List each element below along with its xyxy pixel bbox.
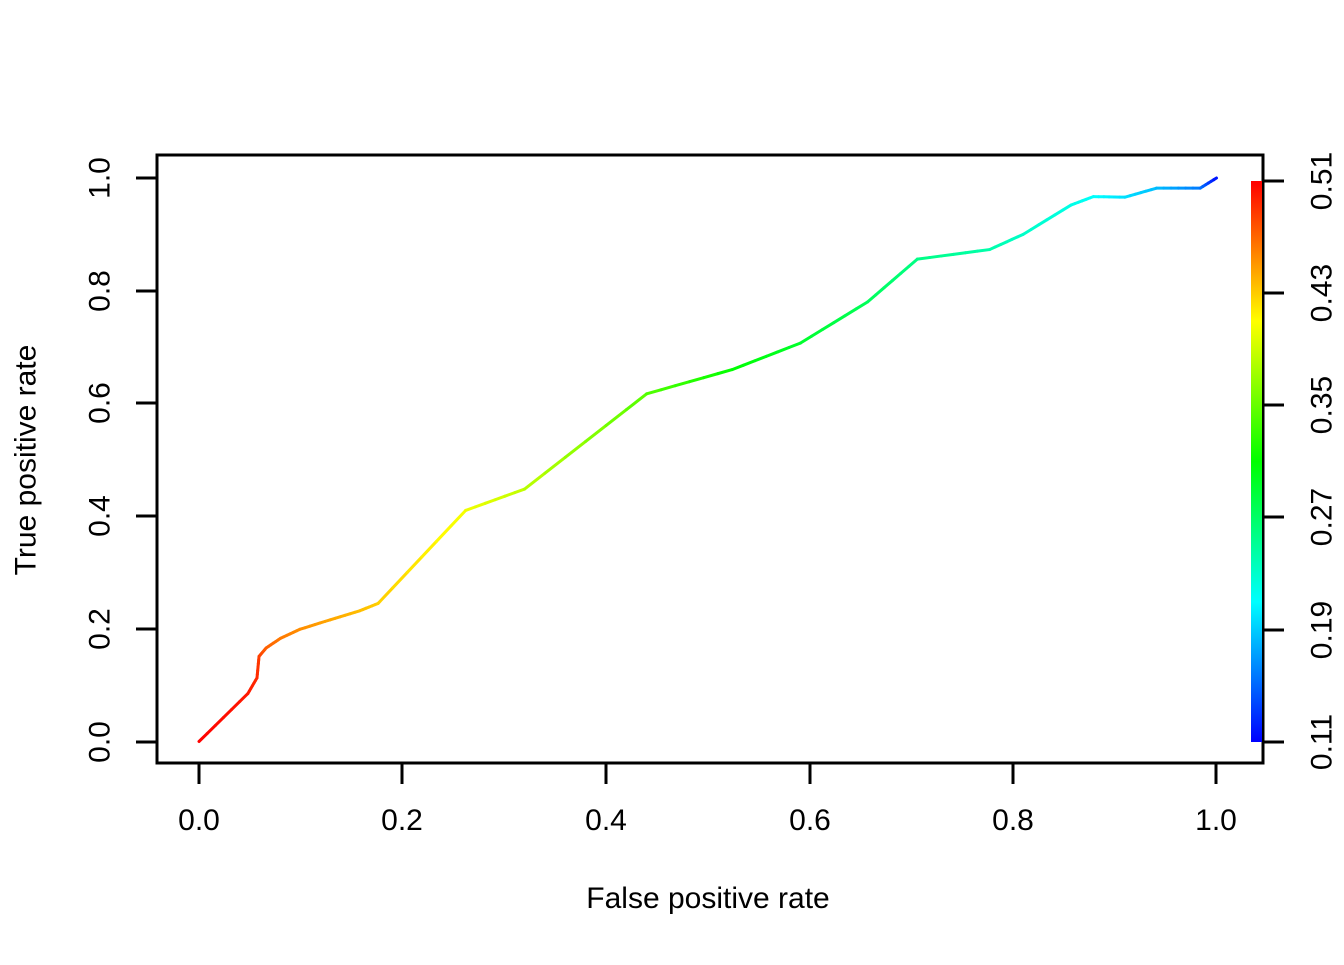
roc-curve-segment — [812, 329, 823, 336]
x-axis: 0.0 0.2 0.4 0.6 0.8 1.0 False positive r… — [178, 763, 1237, 915]
roc-curve-segment — [876, 288, 884, 295]
roc-curve-segment — [378, 588, 393, 603]
y-tick-label: 0.8 — [84, 270, 117, 312]
roc-curve-segment — [422, 541, 437, 556]
roc-curve-segment — [199, 734, 207, 742]
roc-curve-segment — [545, 457, 565, 473]
roc-curve-segment — [661, 386, 675, 390]
roc-curve-segment — [856, 302, 867, 309]
roc-curve-segment — [689, 378, 703, 382]
roc-curve-segment — [823, 323, 834, 330]
roc-curve-segment — [393, 572, 408, 588]
roc-curve-segment — [884, 281, 892, 288]
roc-curve-segment — [451, 510, 466, 525]
roc-curve-segment — [941, 254, 953, 256]
roc-curve-segment — [966, 251, 978, 253]
roc-curve-segment — [892, 273, 900, 280]
roc-curve-segment — [215, 718, 223, 726]
roc-curve-segment — [929, 256, 941, 258]
roc-curve-segment — [232, 702, 240, 710]
roc-curve-segment — [718, 370, 732, 374]
roc-curve-segment — [525, 473, 545, 489]
roc-curve-segment — [565, 441, 585, 457]
roc-curve-segment — [909, 259, 917, 266]
roc-curve-segment — [505, 493, 515, 497]
y-axis: 0.0 0.2 0.4 0.6 0.8 1.0 True positive ra… — [10, 157, 158, 763]
x-axis-title: False positive rate — [586, 882, 829, 915]
roc-curve-segment — [407, 557, 422, 573]
roc-curve-segment — [778, 348, 789, 352]
roc-curve-segment — [606, 410, 626, 426]
roc-curve-segment — [755, 356, 766, 360]
y-tick-label: 0.6 — [84, 382, 117, 424]
roc-curve-segment — [626, 394, 646, 410]
x-tick-label: 1.0 — [1195, 804, 1237, 837]
roc-curve-segment — [868, 295, 876, 302]
roc-curve-segment — [466, 507, 476, 511]
roc-curve-segment — [675, 382, 689, 386]
colorbar-tick-label: 0.43 — [1306, 264, 1339, 322]
roc-curve-segment — [436, 526, 451, 542]
roc-curve-segment — [834, 316, 845, 323]
roc-curve-segment — [586, 426, 606, 442]
roc-curve-segment — [917, 258, 929, 260]
roc-curve — [199, 178, 1217, 742]
roc-curve-segment — [495, 496, 505, 500]
roc-curve-segment — [485, 500, 495, 504]
y-tick-label: 0.2 — [84, 608, 117, 650]
x-tick-label: 0.8 — [992, 804, 1034, 837]
roc-curve-segment — [800, 336, 811, 343]
roc-curve-segment — [223, 710, 231, 718]
x-tick-label: 0.6 — [789, 804, 831, 837]
colorbar-strip — [1251, 181, 1262, 742]
colorbar-tick-label: 0.11 — [1306, 714, 1339, 770]
roc-curve-segment — [704, 374, 718, 378]
roc-curve-segment — [744, 361, 755, 365]
roc-curve-segment — [978, 250, 990, 252]
colorbar-tick-label: 0.35 — [1306, 376, 1339, 434]
x-tick-label: 0.2 — [381, 804, 423, 837]
roc-curve-segment — [647, 390, 661, 394]
colorbar-tick-label: 0.27 — [1306, 488, 1339, 546]
roc-curve-segment — [515, 489, 525, 493]
roc-curve-segment — [845, 309, 856, 316]
roc-curve-segment — [732, 365, 743, 369]
roc-curve-segment — [1214, 178, 1217, 180]
x-tick-label: 0.4 — [585, 804, 627, 837]
y-axis-title: True positive rate — [10, 345, 43, 576]
roc-curve-segment — [766, 352, 777, 356]
roc-curve-segment — [789, 343, 800, 347]
roc-curve-segment — [475, 503, 485, 507]
colorbar-tick-label: 0.51 — [1306, 152, 1339, 210]
roc-curve-segment — [207, 726, 215, 734]
roc-curve-segment — [901, 266, 909, 273]
roc-curve-segment — [240, 694, 248, 702]
y-tick-label: 0.0 — [84, 721, 117, 763]
x-tick-label: 0.0 — [178, 804, 220, 837]
y-tick-label: 0.4 — [84, 495, 117, 537]
y-tick-label: 1.0 — [84, 157, 117, 199]
colorbar-tick-label: 0.19 — [1306, 601, 1339, 659]
roc-curve-segment — [953, 253, 965, 255]
plot-box — [157, 155, 1263, 763]
